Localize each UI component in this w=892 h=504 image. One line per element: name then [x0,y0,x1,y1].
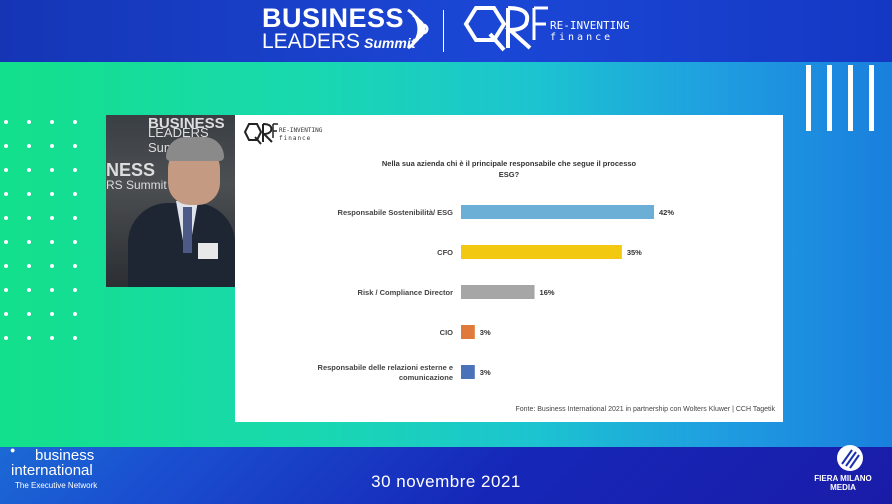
decorative-dot [27,144,31,148]
decorative-dot [73,216,77,220]
category-label: Responsabile delle relazioni esterne e [318,363,453,372]
bar [461,285,535,299]
category-label: CFO [437,248,453,257]
bar [461,245,622,259]
chart-question: Nella sua azienda chi è il principale re… [381,159,637,168]
business-leaders-logo-subtext: LEADERS Summit [262,30,415,55]
decorative-dot [50,336,54,340]
decorative-dot [73,168,77,172]
summit-text: Summit [364,35,416,51]
decorative-dot [27,336,31,340]
decorative-dot [27,264,31,268]
decorative-dot [27,240,31,244]
slide-logo-icon [243,123,278,145]
backdrop-text: BUSINESS [148,115,225,132]
category-label: Risk / Compliance Director [358,288,454,297]
decorative-dot [50,168,54,172]
header-divider [443,10,444,52]
decorative-dot [27,288,31,292]
decorative-dot [73,120,77,124]
presentation-slide: RE-INVENTING finance Nella sua azienda c… [235,115,783,422]
bar [461,325,475,339]
decorative-dot [4,336,8,340]
decorative-dot [50,312,54,316]
decorative-dot [27,120,31,124]
speaker-badge [198,243,218,259]
business-international-logo-icon: ● [10,445,16,455]
fiera-milano-text: FIERA MILANO [814,474,872,483]
slide-logo-text: RE-INVENTING [279,127,323,134]
decorative-dot [50,120,54,124]
bar-value-label: 35% [627,248,642,257]
bar-value-label: 3% [480,328,491,337]
backdrop-text: NESS [106,160,156,180]
fiera-milano-logo-icon [837,445,863,471]
business-international-tagline: The Executive Network [15,481,98,490]
decorative-line [848,65,853,131]
decorative-dot [73,264,77,268]
decorative-dot [50,144,54,148]
decorative-dot [4,168,8,172]
decorative-dot [4,144,8,148]
decorative-dot [4,288,8,292]
decorative-dot [73,288,77,292]
decorative-dot [73,336,77,340]
speaker-video: BUSINESS LEADERS Summit NESS RS Summit [106,115,235,287]
speaker-hair [166,137,224,161]
bar-value-label: 16% [540,288,555,297]
fiera-milano-media-text: MEDIA [830,483,856,492]
bar-value-label: 3% [480,368,491,377]
business-leaders-logo-text: BUSINESS [262,3,405,33]
decorative-dot [4,192,8,196]
bar-value-label: 42% [659,208,674,217]
decorative-dot [50,288,54,292]
decorative-dot [4,264,8,268]
decorative-line [869,65,874,131]
category-label: CIO [440,328,454,337]
decorative-dot [4,120,8,124]
decorative-dot [27,312,31,316]
decorative-line [806,65,811,131]
category-label: Responsabile Sostenibilità/ ESG [338,208,454,217]
bar [461,365,475,379]
business-international-logo-text: business [35,447,95,464]
decorative-dot [27,168,31,172]
decorative-dot [4,312,8,316]
reinventing-finance-logo-icon [463,6,548,52]
decorative-dot [73,240,77,244]
decorative-dot [27,192,31,196]
decorative-dot [27,216,31,220]
leaders-text: LEADERS [262,30,361,53]
decorative-dot [73,192,77,196]
bar-chart: 42% Responsabile Sostenibilità/ ESG 35% CFO… [318,205,674,382]
decorative-dot-grid [4,120,84,340]
event-date: 30 novembre 2021 [371,472,521,491]
category-label: comunicazione [399,373,453,382]
decorative-dot [50,264,54,268]
decorative-dot [73,312,77,316]
finance-text: finance [550,32,614,43]
speaker-tie [183,207,192,253]
decorative-dot [4,240,8,244]
chart-source: Fonte: Business International 2021 in pa… [515,406,775,413]
business-leaders-arcs-icon [407,8,429,50]
reinventing-text: RE-INVENTING [550,19,630,32]
chart-question: ESG? [498,170,520,179]
business-international-logo-text: international [11,462,93,479]
decorative-dot [4,216,8,220]
bar [461,205,655,219]
backdrop-text: RS Summit [106,178,167,192]
header-bar: BUSINESS LEADERS Summit RE-INVENTING fina… [0,0,892,62]
decorative-dot [50,192,54,196]
decorative-dot [50,240,54,244]
decorative-dot [73,144,77,148]
decorative-dot [50,216,54,220]
decorative-line [827,65,832,131]
slide-logo-subtext: finance [279,135,312,142]
